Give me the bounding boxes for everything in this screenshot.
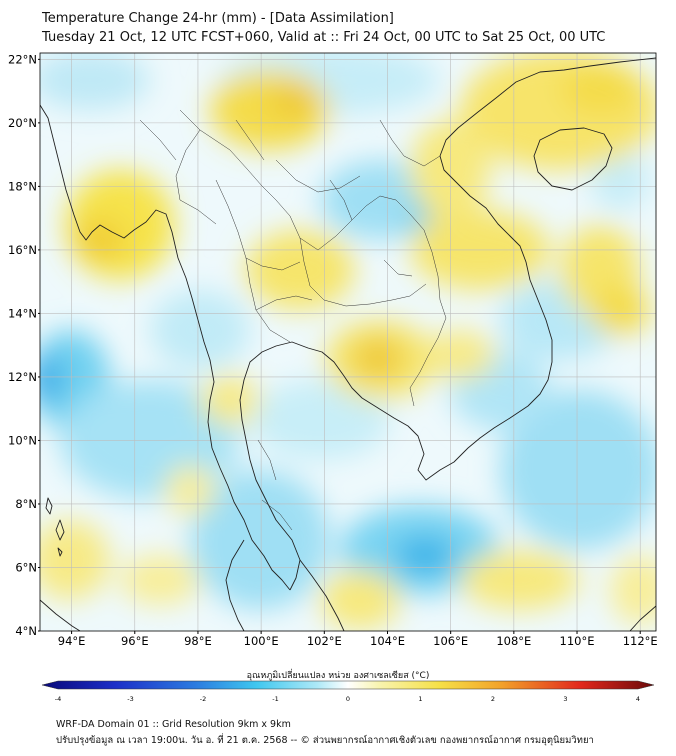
admin-borders: [139, 109, 447, 531]
colorbar-tick-label: -1: [272, 695, 278, 703]
latitude-label: 6°N: [15, 560, 37, 574]
longitude-label: 104°E: [370, 634, 405, 648]
colorbar-tick-label: 4: [636, 695, 640, 703]
latitude-label: 14°N: [8, 306, 37, 320]
colorbar-tick-label: 1: [418, 695, 422, 703]
footer-update-info: ปรับปรุงข้อมูล ณ เวลา 19:00น. วัน อ. ที่…: [56, 735, 594, 746]
map-title: Temperature Change 24-hr (mm) - [Data As…: [42, 11, 394, 26]
latitude-label: 16°N: [8, 243, 37, 257]
longitude-label: 100°E: [244, 634, 279, 648]
longitude-label: 94°E: [58, 634, 86, 648]
colorbar-tick-label: -3: [127, 695, 133, 703]
coastlines: [40, 57, 656, 631]
latitude-label: 20°N: [8, 116, 37, 130]
latitude-labels: 22°N 20°N 18°N 16°N 14°N 12°N 10°N 8°N 6°N 4°N: [8, 52, 40, 638]
longitude-labels: 94°E 96°E 98°E 100°E 102°E 104°E 106°E 108°E 110…: [58, 631, 658, 648]
longitude-label: 110°E: [560, 634, 595, 648]
longitude-label: 102°E: [307, 634, 342, 648]
colorbar-ticks: -4 -3 -2 -1 0 1 2 3 4: [55, 695, 640, 703]
colorbar-tick-label: 3: [563, 695, 567, 703]
latitude-label: 18°N: [8, 179, 37, 193]
footer-domain-info: WRF-DA Domain 01 :: Grid Resolution 9km …: [56, 719, 291, 730]
longitude-label: 108°E: [496, 634, 531, 648]
colorbar-label: อุณหภูมิเปลี่ยนแปลง หน่วย องศาเซลเซียส (…: [246, 671, 430, 681]
latitude-label: 12°N: [8, 370, 37, 384]
latitude-label: 10°N: [8, 433, 37, 447]
map-subtitle: Tuesday 21 Oct, 12 UTC FCST+060, Valid a…: [42, 30, 606, 45]
colorbar-tick-label: -2: [200, 695, 206, 703]
colorbar-bar: [41, 680, 655, 690]
colorbar: -4 -3 -2 -1 0 1 2 3 4: [41, 680, 655, 703]
map-frame: [39, 52, 657, 632]
longitude-label: 106°E: [433, 634, 468, 648]
longitude-label: 96°E: [121, 634, 149, 648]
latitude-label: 22°N: [8, 52, 37, 66]
latitude-label: 8°N: [15, 497, 37, 511]
longitude-label: 98°E: [184, 634, 212, 648]
colorbar-tick-label: 2: [491, 695, 495, 703]
latitude-label: 4°N: [15, 624, 37, 638]
longitude-label: 112°E: [623, 634, 658, 648]
colorbar-tick-label: 0: [346, 695, 350, 703]
colorbar-tick-label: -4: [55, 695, 61, 703]
temperature-field: [40, 53, 656, 631]
